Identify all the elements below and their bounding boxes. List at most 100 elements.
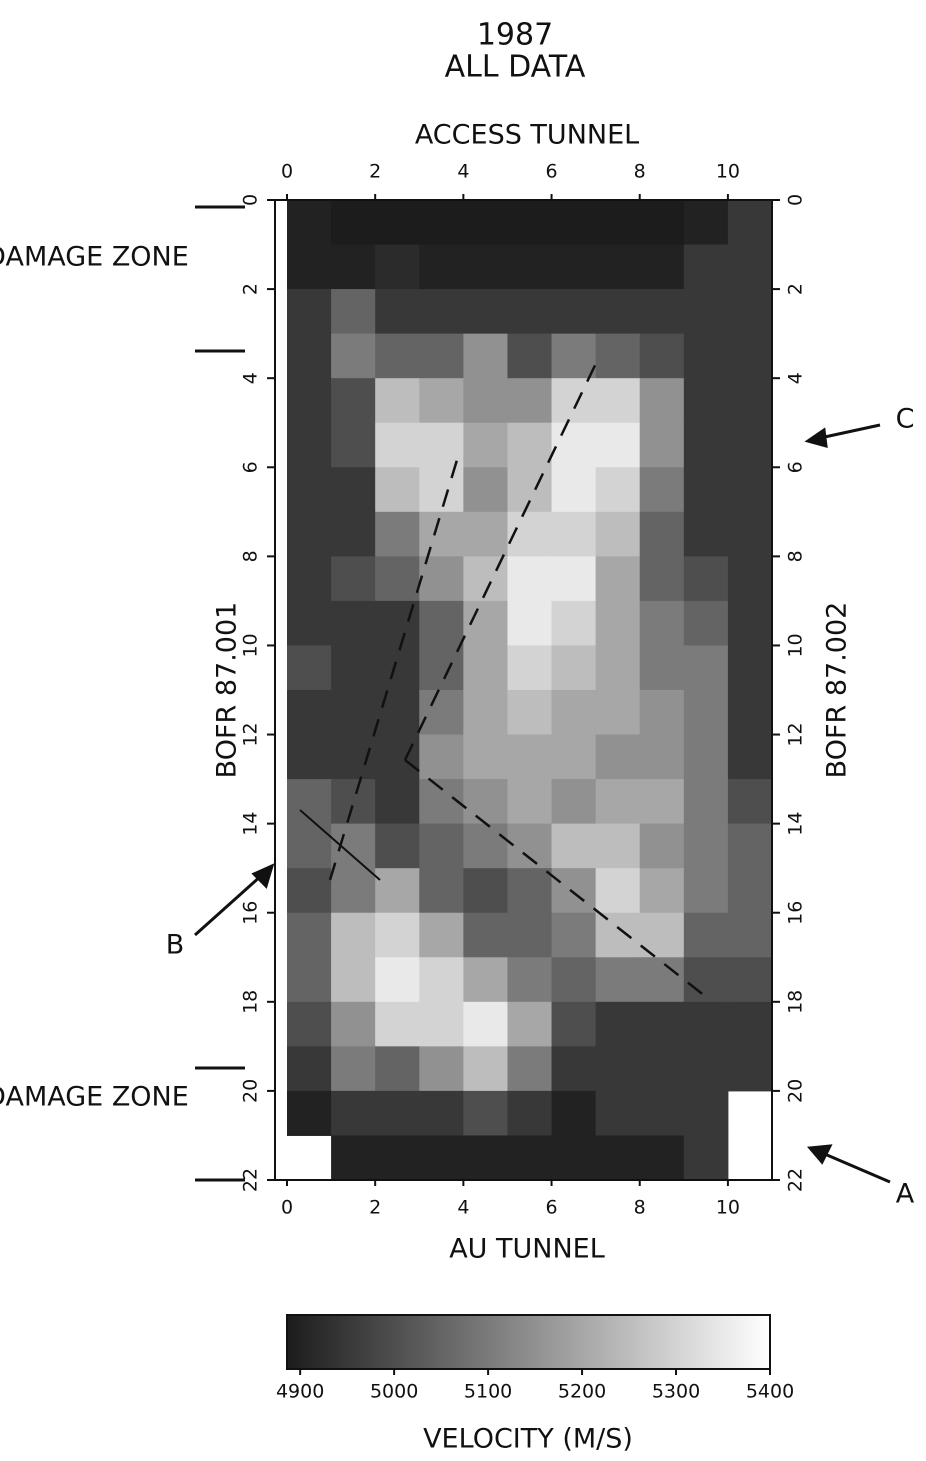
heatmap-cell xyxy=(419,289,464,335)
heatmap-cell xyxy=(551,289,597,335)
heatmap-cell xyxy=(551,734,597,780)
heatmap-cell xyxy=(683,600,729,646)
heatmap-cell xyxy=(683,912,729,958)
heatmap-cell xyxy=(639,556,685,602)
y2-tick-label: 8 xyxy=(785,550,807,562)
heatmap-cell xyxy=(683,378,729,424)
heatmap-cell xyxy=(595,690,641,736)
heatmap-cell xyxy=(331,200,376,246)
heatmap-cell xyxy=(595,556,641,602)
heatmap-cell xyxy=(595,645,641,691)
heatmap-cell xyxy=(375,1046,420,1092)
heatmap-cell xyxy=(375,333,420,379)
heatmap-cell xyxy=(683,333,729,379)
heatmap-cell xyxy=(639,645,685,691)
heatmap-cell xyxy=(727,690,773,736)
heatmap-cell xyxy=(595,1135,641,1181)
colorbar xyxy=(286,1314,771,1370)
heatmap-cell xyxy=(683,1090,729,1136)
heatmap-cell xyxy=(727,422,773,468)
heatmap-cell xyxy=(331,600,376,646)
heatmap-cell xyxy=(463,289,508,335)
heatmap-cell xyxy=(287,645,332,691)
plot-frame xyxy=(274,199,773,1181)
heatmap-cell xyxy=(463,467,508,513)
heatmap-cell xyxy=(463,1001,508,1047)
heatmap-cell xyxy=(639,200,685,246)
y-axis-label: BOFR 87.001 xyxy=(212,602,243,779)
heatmap-cell xyxy=(375,912,420,958)
heatmap-cell xyxy=(683,645,729,691)
heatmap-cell xyxy=(331,957,376,1003)
x-tick-label: 2 xyxy=(369,161,381,183)
y2-axis-label: BOFR 87.002 xyxy=(822,602,853,779)
heatmap-cell xyxy=(683,868,729,914)
heatmap-cell xyxy=(375,1090,420,1136)
y-tick-label: 22 xyxy=(240,1168,262,1192)
y2-tick-label: 10 xyxy=(785,633,807,657)
heatmap-cell xyxy=(595,957,641,1003)
heatmap-cell xyxy=(639,690,685,736)
colorbar-tick-label: 4900 xyxy=(276,1381,324,1403)
heatmap-cell xyxy=(727,600,773,646)
heatmap-cell xyxy=(507,289,553,335)
heatmap-cell xyxy=(683,556,729,602)
heatmap-cell xyxy=(727,1046,773,1092)
heatmap-cell xyxy=(331,645,376,691)
heatmap-cell xyxy=(551,823,597,869)
heatmap-cell xyxy=(419,690,464,736)
heatmap-cell xyxy=(551,1090,597,1136)
heatmap-cell xyxy=(727,823,773,869)
heatmap-cell xyxy=(419,333,464,379)
heatmap-cell xyxy=(287,378,332,424)
heatmap-cell xyxy=(463,422,508,468)
heatmap-cell xyxy=(639,511,685,557)
y-tick-label: 0 xyxy=(240,194,262,206)
heatmap-cell xyxy=(375,244,420,290)
heatmap-cell xyxy=(683,823,729,869)
heatmap-cell xyxy=(331,378,376,424)
annotation-text: DAMAGE ZONE xyxy=(0,1082,189,1113)
x-tick-label: 10 xyxy=(716,161,740,183)
heatmap-cell xyxy=(287,289,332,335)
heatmap-cell xyxy=(551,556,597,602)
heatmap-cell xyxy=(375,467,420,513)
heatmap-cell xyxy=(507,868,553,914)
heatmap-cell xyxy=(463,378,508,424)
y-tick-label: 2 xyxy=(240,283,262,295)
colorbar-tick-label: 5100 xyxy=(464,1381,512,1403)
heatmap-cell xyxy=(375,289,420,335)
x-tick-label: 8 xyxy=(634,161,646,183)
chart-title: 1987 xyxy=(477,18,553,53)
heatmap-cell xyxy=(419,467,464,513)
y2-tick-label: 2 xyxy=(785,283,807,295)
heatmap-cell xyxy=(287,868,332,914)
feature-lines xyxy=(328,354,711,1001)
x-tick-label: 0 xyxy=(281,161,293,183)
heatmap-cell xyxy=(375,200,420,246)
heatmap-cell xyxy=(331,690,376,736)
heatmap-cell xyxy=(683,1046,729,1092)
heatmap-cell xyxy=(551,868,597,914)
heatmap-cell xyxy=(287,422,332,468)
colorbar-label: VELOCITY (M/S) xyxy=(423,1424,633,1455)
heatmap-cell xyxy=(419,1090,464,1136)
annotation-text: A xyxy=(896,1179,915,1210)
x-tick-label: 4 xyxy=(457,161,469,183)
heatmap-cell xyxy=(331,556,376,602)
y2-tick-label: 22 xyxy=(785,1168,807,1192)
y2-tick-label: 6 xyxy=(785,461,807,473)
heatmap-cell xyxy=(551,1046,597,1092)
heatmap-cell xyxy=(683,734,729,780)
heatmap-cell xyxy=(595,378,641,424)
heatmap-cell xyxy=(507,422,553,468)
heatmap-cell xyxy=(287,823,332,869)
heatmap-cell xyxy=(375,957,420,1003)
heatmap-cell xyxy=(727,779,773,825)
heatmap-cell xyxy=(331,868,376,914)
heatmap-cell xyxy=(551,1135,597,1181)
heatmap-cell xyxy=(507,734,553,780)
heatmap-cell xyxy=(419,645,464,691)
heatmap-cell xyxy=(375,645,420,691)
